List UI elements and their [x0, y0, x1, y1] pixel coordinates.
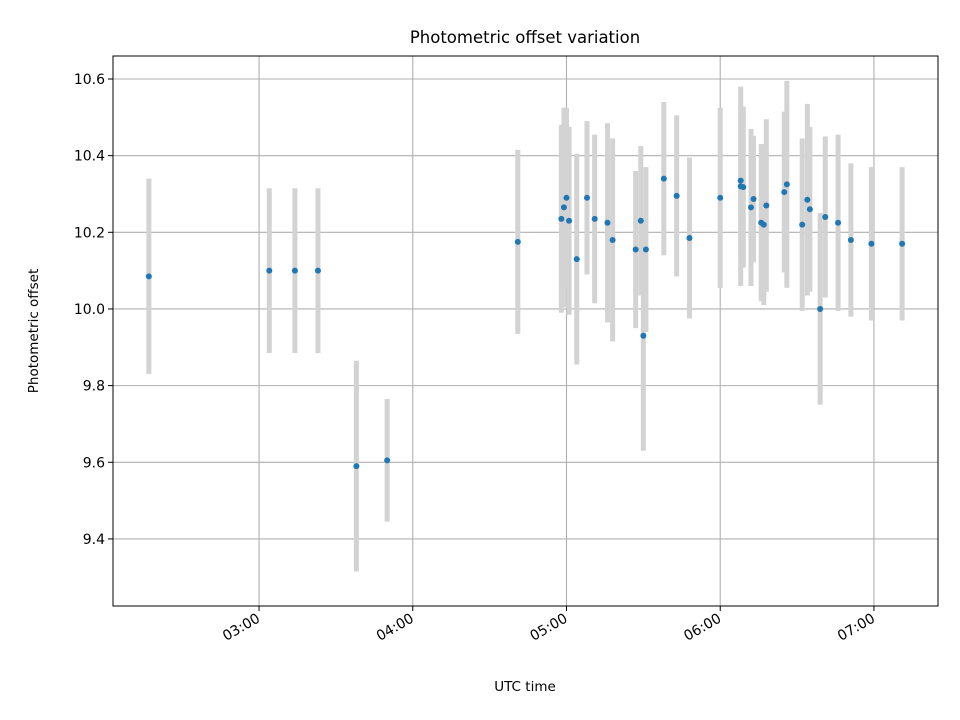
- data-point: [740, 184, 747, 191]
- data-point: [783, 181, 790, 188]
- data-point: [763, 202, 770, 209]
- data-point: [560, 204, 567, 211]
- y-tick-label: 9.8: [83, 379, 105, 395]
- y-tick-label: 10.2: [74, 225, 105, 241]
- x-axis-label: UTC time: [494, 679, 556, 695]
- data-point: [604, 219, 611, 226]
- data-point: [822, 213, 829, 220]
- data-point: [609, 236, 616, 243]
- y-tick-label: 9.6: [83, 455, 105, 471]
- data-point: [266, 267, 273, 274]
- data-point: [804, 196, 811, 203]
- y-tick-label: 9.4: [83, 532, 105, 548]
- data-point: [717, 194, 724, 201]
- data-point: [591, 215, 598, 222]
- data-point: [642, 246, 649, 253]
- data-point: [806, 206, 813, 213]
- data-point: [563, 194, 570, 201]
- data-point: [558, 215, 565, 222]
- data-point: [899, 240, 906, 247]
- data-point: [566, 217, 573, 224]
- data-point: [781, 189, 788, 196]
- data-point: [637, 217, 644, 224]
- data-point: [686, 235, 693, 242]
- plot-frame: [112, 55, 939, 607]
- y-tick-label: 10.4: [74, 149, 105, 165]
- data-point: [673, 192, 680, 199]
- y-axis-label: Photometric offset: [26, 269, 42, 393]
- chart-title: Photometric offset variation: [410, 28, 640, 47]
- data-point: [747, 204, 754, 211]
- data-point-layer: [145, 175, 906, 470]
- data-point: [384, 457, 391, 464]
- data-point: [737, 177, 744, 184]
- data-point: [291, 267, 298, 274]
- data-point: [573, 256, 580, 263]
- data-point: [760, 221, 767, 228]
- data-point: [353, 463, 360, 470]
- data-point: [660, 175, 667, 182]
- data-point: [750, 195, 757, 202]
- data-point: [817, 305, 824, 312]
- y-tick-label: 10.6: [74, 72, 105, 88]
- data-point: [868, 240, 875, 247]
- data-point: [847, 236, 854, 243]
- data-point: [145, 273, 152, 280]
- data-point: [514, 238, 521, 245]
- data-point: [314, 267, 321, 274]
- data-point: [799, 221, 806, 228]
- data-point: [640, 332, 647, 339]
- y-tick-label: 10.0: [74, 302, 105, 318]
- data-point: [583, 194, 590, 201]
- data-point: [632, 246, 639, 253]
- data-point: [835, 219, 842, 226]
